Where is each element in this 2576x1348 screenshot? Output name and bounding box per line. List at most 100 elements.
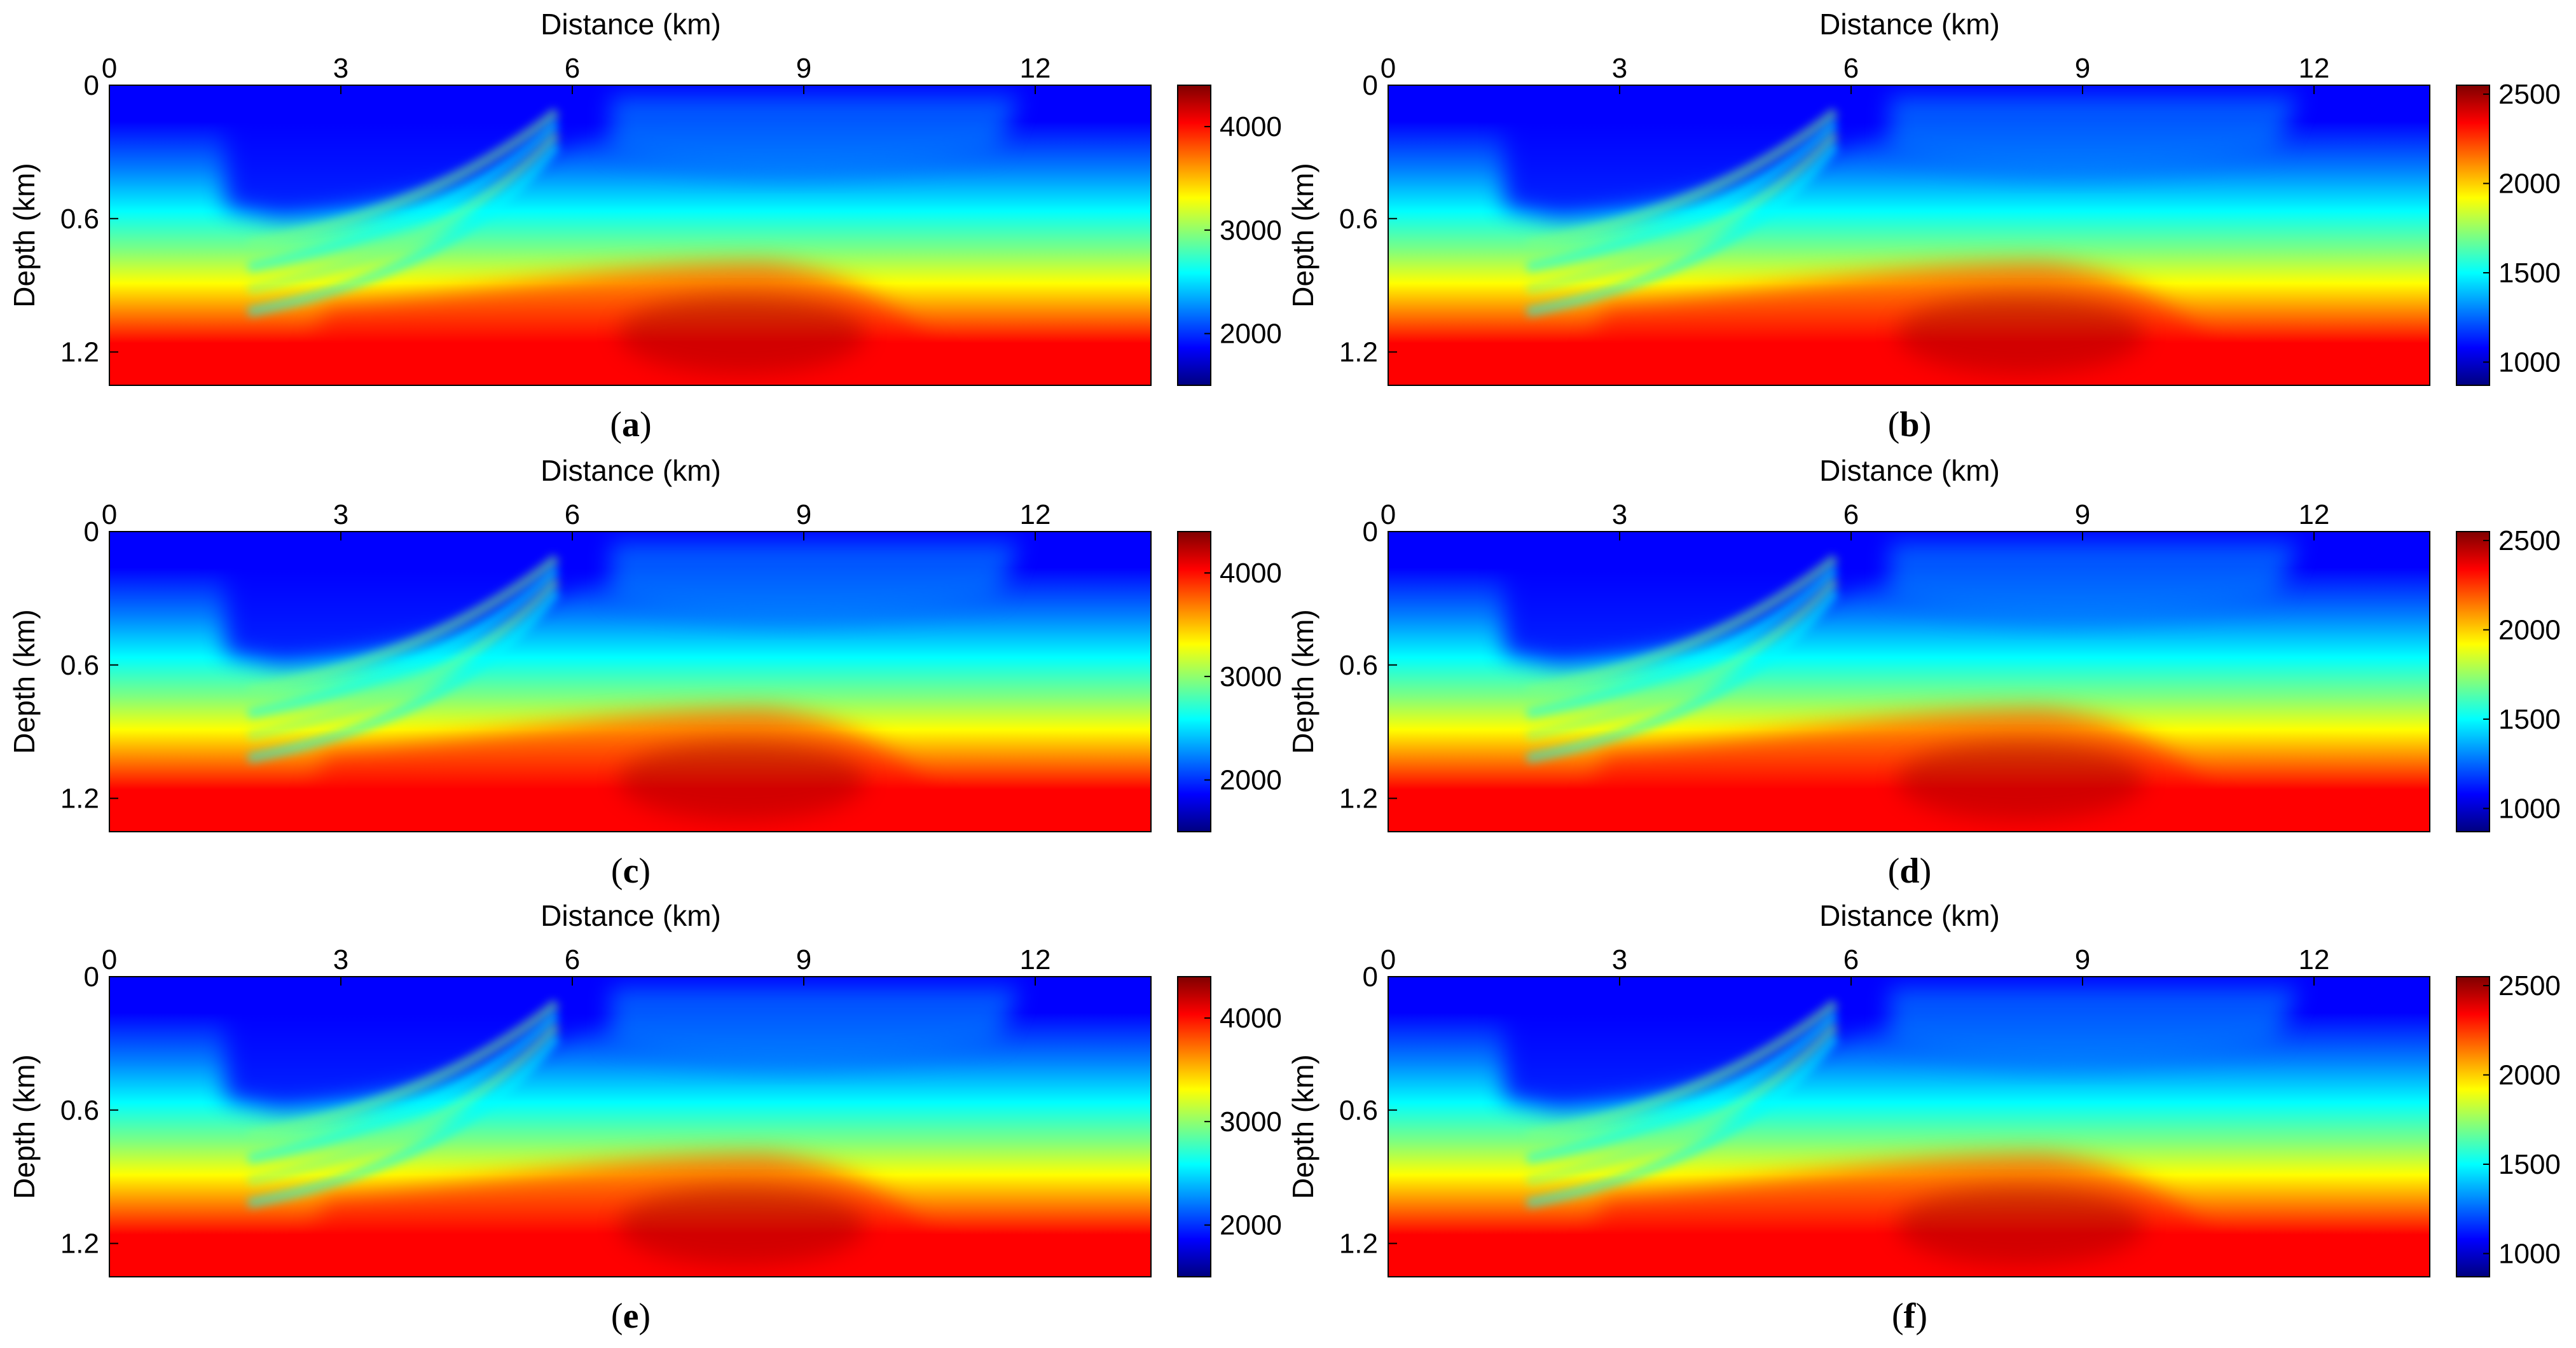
colorbar-tick-label-c-1: 3000 (1220, 661, 1282, 692)
plot-frame-d (1388, 531, 2430, 832)
y-tick-label-c-2: 1.2 (60, 783, 99, 815)
colorbar-tick-label-d-2: 2000 (2498, 615, 2561, 646)
y-tick-label-d-1: 0.6 (1339, 650, 1378, 681)
x-tick-label-e-2: 6 (565, 944, 580, 975)
x-tick-label-a-2: 6 (565, 53, 580, 84)
x-tick-label-c-0: 0 (102, 499, 117, 530)
y-axis-label-e: Depth (km) (8, 1054, 41, 1199)
structure-overlay-c (225, 542, 1020, 832)
colorbar-c (1177, 531, 1211, 832)
y-axis-label-a: Depth (km) (8, 163, 41, 307)
y-tick-label-d-0: 0 (1363, 516, 1378, 547)
x-tick-label-d-2: 6 (1843, 499, 1859, 530)
y-tick-label-f-2: 1.2 (1339, 1228, 1378, 1260)
x-tick-label-b-4: 12 (2299, 53, 2330, 84)
x-axis-label-e: Distance (km) (541, 899, 721, 932)
colorbar-tick-label-d-1: 1500 (2498, 704, 2561, 735)
x-tick-label-f-3: 9 (2075, 944, 2090, 975)
x-tick-label-f-1: 3 (1612, 944, 1627, 975)
structure-overlay-a (225, 96, 1020, 385)
x-axis-label-a: Distance (km) (541, 8, 721, 41)
colorbar-tick-label-b-3: 2500 (2498, 79, 2561, 110)
panel-c: 0 3 6 9 12 0 0.6 1.2 Distance (km) Depth (km) 2000… (8, 454, 1282, 891)
plot-frame-a (109, 85, 1152, 386)
panel-label-b: (b) (1888, 405, 1931, 444)
x-tick-label-d-3: 9 (2075, 499, 2090, 530)
panel-d: 0 3 6 9 12 0 0.6 1.2 Distance (km) Depth (km) 1000… (1286, 454, 2561, 891)
panel-b: 0 3 6 9 12 0 0.6 1.2 Distance (km) Depth (km) 1000… (1286, 8, 2561, 444)
y-tick-label-e-0: 0 (84, 961, 99, 993)
x-tick-label-c-1: 3 (333, 499, 348, 530)
y-tick-label-d-2: 1.2 (1339, 783, 1378, 815)
x-tick-label-d-4: 12 (2299, 499, 2330, 530)
colorbar-tick-label-a-0: 2000 (1220, 319, 1282, 350)
x-tick-label-b-3: 9 (2075, 53, 2090, 84)
y-tick-label-c-1: 0.6 (60, 650, 99, 681)
structure-overlay-e (225, 987, 1020, 1277)
y-tick-label-f-1: 0.6 (1339, 1095, 1378, 1126)
colorbar-a (1177, 85, 1211, 386)
colorbar-tick-label-e-2: 4000 (1220, 1003, 1282, 1034)
y-tick-label-a-1: 0.6 (60, 203, 99, 235)
y-tick-label-b-2: 1.2 (1339, 337, 1378, 368)
x-axis-label-b: Distance (km) (1819, 8, 2000, 41)
x-tick-label-e-1: 3 (333, 944, 348, 975)
x-tick-label-b-1: 3 (1612, 53, 1627, 84)
x-axis-label-f: Distance (km) (1819, 899, 2000, 932)
colorbar-tick-label-e-1: 3000 (1220, 1106, 1282, 1138)
colorbar-tick-label-d-0: 1000 (2498, 793, 2561, 824)
x-tick-label-d-0: 0 (1381, 499, 1396, 530)
x-tick-label-c-4: 12 (1020, 499, 1051, 530)
panel-label-d: (d) (1888, 851, 1931, 891)
panel-f: 0 3 6 9 12 0 0.6 1.2 Distance (km) Depth (km) 1000… (1286, 899, 2561, 1336)
y-axis-label-f: Depth (km) (1286, 1054, 1319, 1199)
colorbar-tick-label-f-2: 2000 (2498, 1060, 2561, 1091)
colorbar-f (2456, 976, 2490, 1277)
panel-label-a: (a) (610, 405, 651, 444)
colorbar-b (2456, 85, 2490, 386)
colorbar-tick-label-d-3: 2500 (2498, 525, 2561, 556)
colorbar-e (1177, 976, 1211, 1277)
y-tick-label-e-2: 1.2 (60, 1228, 99, 1260)
x-tick-label-b-2: 6 (1843, 53, 1859, 84)
x-axis-label-c: Distance (km) (541, 454, 721, 487)
x-tick-label-e-3: 9 (796, 944, 811, 975)
colorbar-tick-label-c-0: 2000 (1220, 765, 1282, 796)
x-tick-label-f-0: 0 (1381, 944, 1396, 975)
panel-a: 0 3 6 9 12 0 0.6 1.2 Distance (km) Depth (km) 2000… (8, 8, 1282, 444)
panel-e: 0 3 6 9 12 0 0.6 1.2 Distance (km) Depth (km) 2000… (8, 899, 1282, 1336)
x-tick-label-c-3: 9 (796, 499, 811, 530)
plot-frame-e (109, 976, 1152, 1277)
structure-overlay-d (1504, 542, 2299, 832)
colorbar-tick-label-e-0: 2000 (1220, 1210, 1282, 1241)
y-tick-label-f-0: 0 (1363, 961, 1378, 993)
plot-frame-b (1388, 85, 2430, 386)
colorbar-tick-label-f-3: 2500 (2498, 970, 2561, 1001)
panel-label-c: (c) (611, 851, 651, 891)
colorbar-tick-label-f-1: 1500 (2498, 1149, 2561, 1180)
y-axis-label-b: Depth (km) (1286, 163, 1319, 307)
x-tick-label-e-0: 0 (102, 944, 117, 975)
x-tick-label-a-4: 12 (1020, 53, 1051, 84)
x-tick-label-f-4: 12 (2299, 944, 2330, 975)
x-tick-label-a-1: 3 (333, 53, 348, 84)
x-axis-label-d: Distance (km) (1819, 454, 2000, 487)
plot-frame-f (1388, 976, 2430, 1277)
colorbar-tick-label-a-1: 3000 (1220, 215, 1282, 246)
colorbar-d (2456, 531, 2490, 832)
x-tick-label-b-0: 0 (1381, 53, 1396, 84)
panel-label-e: (e) (611, 1296, 651, 1336)
colorbar-tick-label-b-2: 2000 (2498, 168, 2561, 200)
x-tick-label-f-2: 6 (1843, 944, 1859, 975)
colorbar-tick-label-a-2: 4000 (1220, 111, 1282, 142)
colorbar-tick-label-f-0: 1000 (2498, 1238, 2561, 1269)
x-tick-label-a-3: 9 (796, 53, 811, 84)
x-tick-label-a-0: 0 (102, 53, 117, 84)
y-axis-label-d: Depth (km) (1286, 609, 1319, 753)
y-tick-label-b-0: 0 (1363, 70, 1378, 101)
y-tick-label-c-0: 0 (84, 516, 99, 547)
y-tick-label-b-1: 0.6 (1339, 203, 1378, 235)
y-tick-label-a-2: 1.2 (60, 337, 99, 368)
